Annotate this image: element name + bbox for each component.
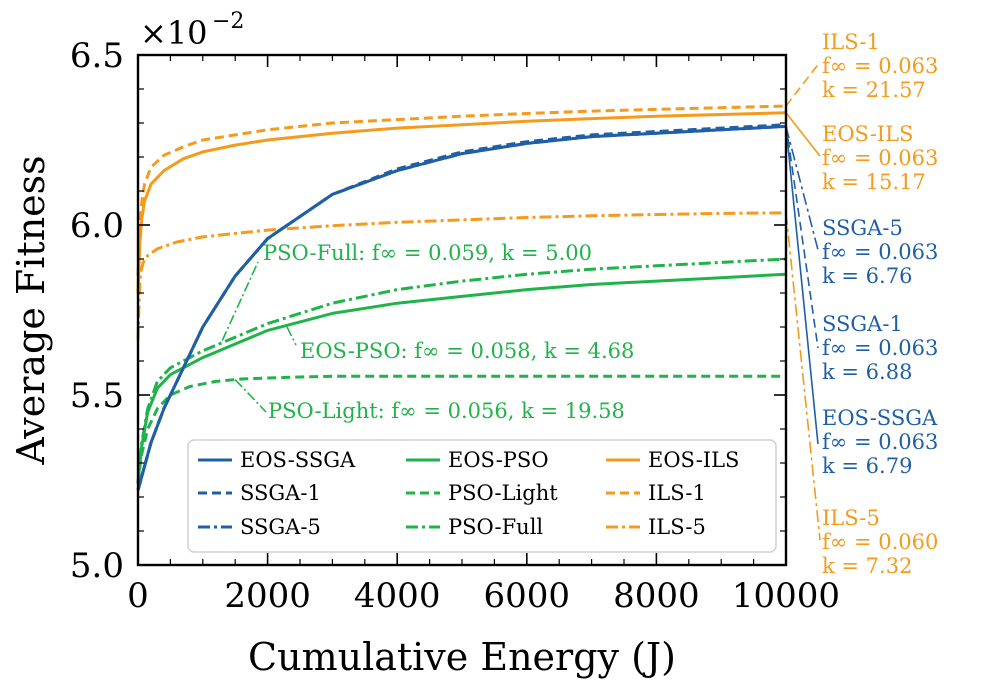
legend-label-ils-5: ILS-5 <box>648 515 706 539</box>
legend-label-eos-ils: EOS-ILS <box>648 448 739 472</box>
side-leader-ils-5 <box>785 212 821 541</box>
side-annotation-ils-5-line1: f∞ = 0.060 <box>822 530 938 554</box>
side-leader-ssga-5 <box>785 126 819 251</box>
side-annotation-ssga-1-line0: SSGA-1 <box>822 312 903 336</box>
side-annotation-ils-1-line2: k = 21.57 <box>822 78 926 102</box>
annotation-leader-pso-full <box>221 261 259 341</box>
annotation-leader-eos-pso <box>286 326 297 346</box>
x-tick-label: 6000 <box>484 576 571 616</box>
legend-label-ils-1: ILS-1 <box>648 481 706 505</box>
side-annotation-eos-ils-line0: EOS-ILS <box>822 122 913 146</box>
side-annotation-ils-5-line0: ILS-5 <box>822 506 880 530</box>
legend-label-ssga-5: SSGA-5 <box>240 515 321 539</box>
side-annotation-ssga-1-line2: k = 6.88 <box>822 360 912 384</box>
y-multiplier: ×10 <box>140 14 208 52</box>
side-annotation-eos-ssga-line2: k = 6.79 <box>822 454 912 478</box>
annotation-leader-pso-light <box>234 379 267 413</box>
axes: 0 2000 4000 6000 8000 10000 5.0 5.5 6.0 6.5 Cumula… <box>9 9 840 679</box>
side-leader-ssga-1 <box>785 124 819 349</box>
legend-label-pso-light: PSO-Light <box>448 481 558 505</box>
side-leader-eos-ils <box>785 112 821 157</box>
side-annotation-ssga-5-line0: SSGA-5 <box>822 216 903 240</box>
y-tick-label: 5.5 <box>70 376 124 416</box>
y-axis-title: Average Fitness <box>9 155 53 465</box>
series-line-ssga-1 <box>136 123 787 491</box>
y-tick-label: 6.5 <box>70 36 124 76</box>
side-leader-eos-ssga <box>785 126 819 445</box>
x-tick-label: 10000 <box>732 576 840 616</box>
legend-label-pso-full: PSO-Full <box>448 515 543 539</box>
side-annotation-ils-1-line0: ILS-1 <box>822 30 880 54</box>
series-line-eos-ils <box>136 111 787 294</box>
series-line-ils-1 <box>136 104 787 277</box>
side-leader-ils-1 <box>785 61 821 107</box>
x-tick-label: 4000 <box>354 576 441 616</box>
series-line-eos-pso <box>136 272 787 484</box>
x-tick-label: 0 <box>127 576 149 616</box>
series-line-ssga-5 <box>136 124 787 491</box>
x-tick-label: 8000 <box>613 576 700 616</box>
side-annotation-ssga-5-line2: k = 6.76 <box>822 264 912 288</box>
series-layer <box>136 104 787 491</box>
side-annotation-eos-ils-line2: k = 15.17 <box>822 170 926 194</box>
y-tick-label: 6.0 <box>70 206 124 246</box>
annotation-pso-light: PSO-Light: f∞ = 0.056, k = 19.58 <box>268 399 625 423</box>
legend-label-eos-pso: EOS-PSO <box>448 448 549 472</box>
side-annotation-eos-ssga-line1: f∞ = 0.063 <box>822 430 938 454</box>
annotation-pso-full: PSO-Full: f∞ = 0.059, k = 5.00 <box>263 241 592 265</box>
annotation-layer: PSO-Full: f∞ = 0.059, k = 5.00 EOS-PSO: f… <box>221 241 634 423</box>
series-line-pso-full <box>136 257 787 484</box>
series-line-pso-light <box>136 374 786 484</box>
y-tick-label: 5.0 <box>70 546 124 586</box>
side-annotation-ssga-1-line1: f∞ = 0.063 <box>822 336 938 360</box>
side-annotation-eos-ssga-line0: EOS-SSGA <box>822 406 938 430</box>
legend-label-ssga-1: SSGA-1 <box>240 481 321 505</box>
side-annotation-eos-ils-line1: f∞ = 0.063 <box>822 146 938 170</box>
legend-label-eos-ssga: EOS-SSGA <box>240 448 356 472</box>
annotation-eos-pso: EOS-PSO: f∞ = 0.058, k = 4.68 <box>300 339 634 363</box>
legend: EOS-SSGA EOS-PSO EOS-ILS SSGA-1 PSO-Light ILS… <box>187 439 777 553</box>
legend-frame <box>187 439 777 553</box>
side-annotation-ils-1-line1: f∞ = 0.063 <box>822 54 938 78</box>
series-line-eos-ssga <box>136 124 787 491</box>
series-line-ils-5 <box>136 211 787 341</box>
x-tick-label: 2000 <box>224 576 311 616</box>
y-multiplier-exponent: −2 <box>212 9 244 34</box>
side-annotation-ssga-5-line1: f∞ = 0.063 <box>822 240 938 264</box>
side-annotation-ils-5-line2: k = 7.32 <box>822 554 912 578</box>
x-axis-title: Cumulative Energy (J) <box>248 635 676 679</box>
